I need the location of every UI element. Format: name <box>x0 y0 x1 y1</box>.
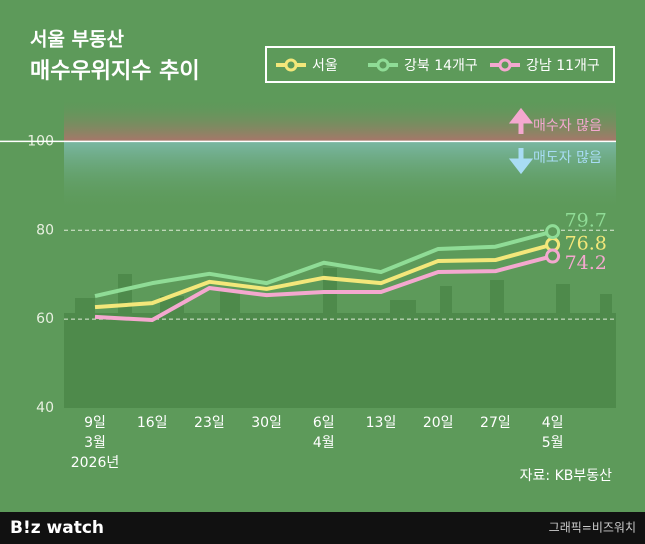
x-tick-label: 16일 <box>137 415 168 431</box>
arrow-up <box>508 107 534 134</box>
legend-label: 강남 11개구 <box>526 58 600 74</box>
legend-label: 강북 14개구 <box>404 58 478 74</box>
y-tick-label: 60 <box>36 311 54 327</box>
skyline <box>64 268 616 408</box>
chart-title: 서울 부동산 <box>30 29 125 51</box>
legend-box <box>265 46 615 83</box>
value-label: 79.7 <box>565 210 607 232</box>
y-tick-label: 80 <box>36 222 54 238</box>
x-tick-label: 30일 <box>251 415 282 431</box>
series-line <box>94 254 554 323</box>
end-marker <box>545 248 561 264</box>
value-label: 74.2 <box>565 252 607 274</box>
series-line <box>94 242 554 310</box>
y-tick-label: 40 <box>36 400 54 416</box>
x-tick-label: 4일 5월 <box>542 415 564 451</box>
logo: B!z watch <box>10 518 104 538</box>
value-label: 76.8 <box>565 233 607 255</box>
end-marker <box>545 224 561 240</box>
x-tick-label: 9일 3월 2026년 <box>71 415 120 471</box>
annotation-below: 매도자 많음 <box>533 150 602 166</box>
band-below <box>64 141 616 212</box>
x-tick-label: 13일 <box>366 415 397 431</box>
legend-marker <box>284 58 298 72</box>
credit: 그래픽=비즈워치 <box>549 521 636 535</box>
series-line <box>94 229 554 298</box>
x-tick-label: 23일 <box>194 415 225 431</box>
source: 자료: KB부동산 <box>520 468 612 484</box>
x-tick-label: 20일 <box>423 415 454 431</box>
annotation-above: 매수자 많음 <box>533 118 602 134</box>
background <box>0 0 645 512</box>
legend-label: 서울 <box>312 58 338 74</box>
x-tick-label: 6일 4월 <box>313 415 335 451</box>
x-tick-label: 27일 <box>480 415 511 431</box>
legend-marker <box>498 58 512 72</box>
footer <box>0 512 645 544</box>
legend-marker <box>376 58 390 72</box>
arrow-down <box>508 148 534 175</box>
chart-subtitle: 매수우위지수 추이 <box>30 59 200 84</box>
